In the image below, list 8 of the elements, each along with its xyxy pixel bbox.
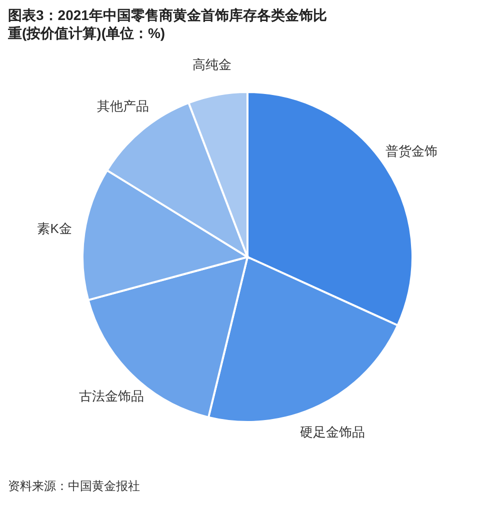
slice-label: 普货金饰: [385, 143, 438, 158]
slice-label: 素K金: [37, 220, 72, 236]
slice-label: 高纯金: [192, 57, 232, 72]
slice-label: 古法金饰品: [78, 388, 144, 404]
slice-label: 其他产品: [97, 98, 150, 114]
slice-label: 硬足金饰品: [300, 424, 366, 440]
chart-title: 图表3：2021年中国零售商黄金首饰库存各类金饰比重(按价值计算)(单位：%): [8, 6, 328, 42]
text: 资料来源：中国黄金报社: [8, 478, 140, 495]
